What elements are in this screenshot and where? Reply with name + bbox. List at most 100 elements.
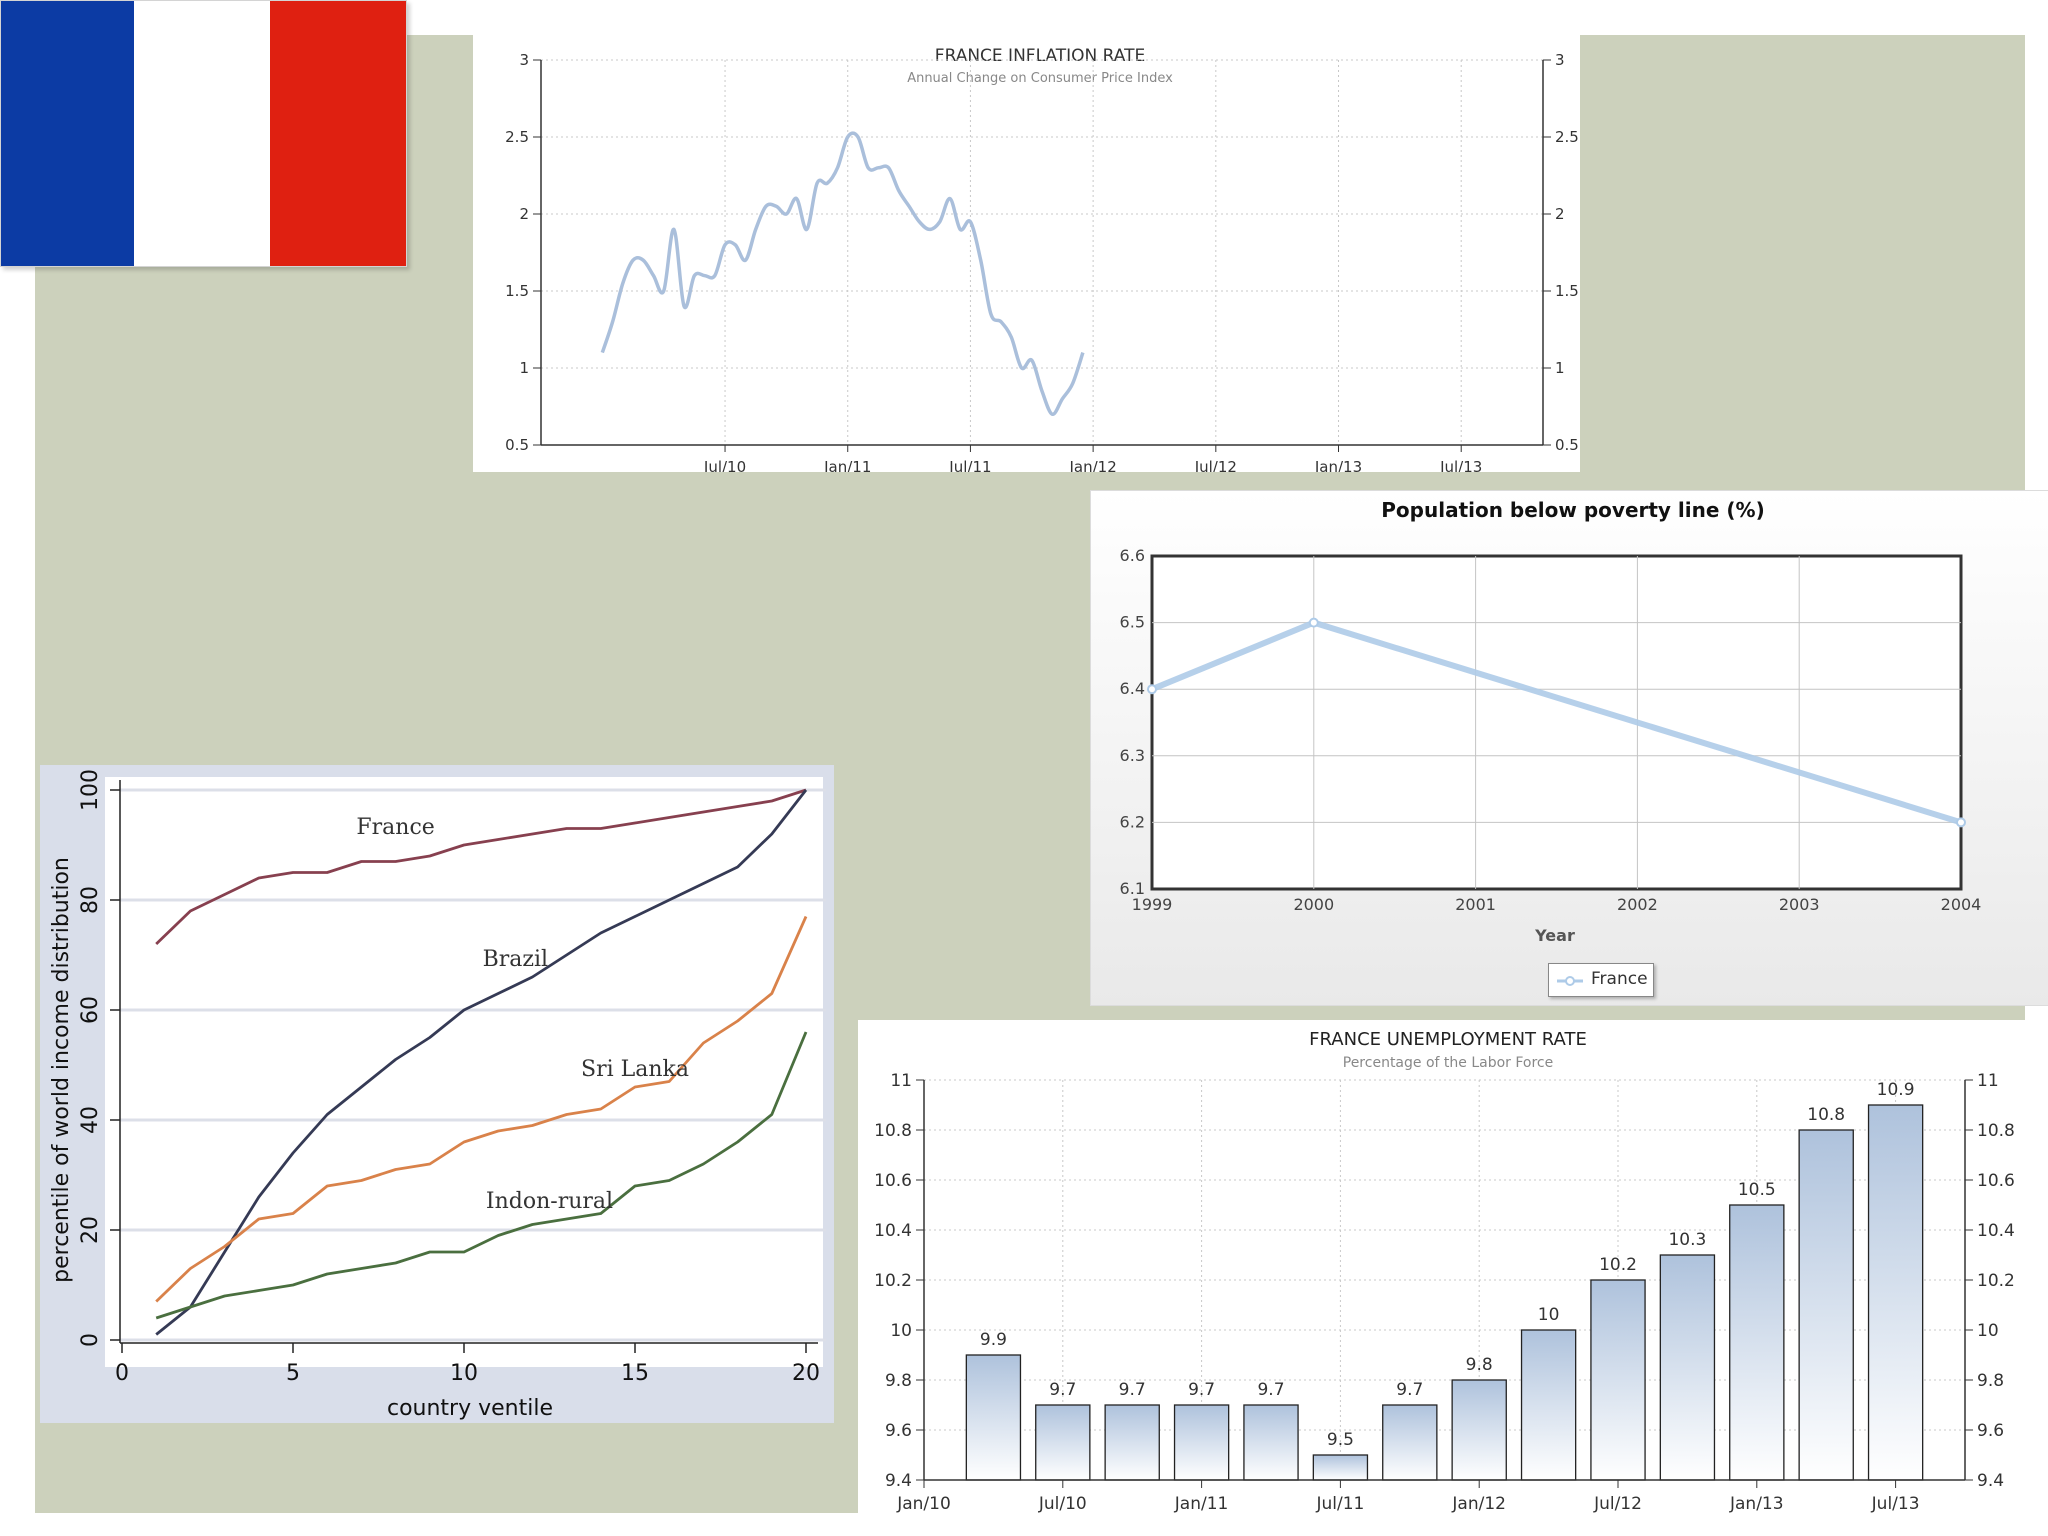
france-flag-image [0,0,407,267]
unemployment-ytick-label-right: 10.2 [1977,1271,2015,1291]
inflation-ytick-label-left: 1 [519,359,529,377]
inflation-ytick-label-right: 2 [1555,205,1565,223]
unemployment-xtick-label: Jan/13 [1729,1494,1784,1514]
unemployment-ytick-label-right: 9.8 [1977,1371,2004,1391]
unemployment-bar [1729,1204,1785,1481]
income-ylabel: percentile of world income distribution [49,857,74,1283]
income-ytick-label: 0 [78,1333,103,1347]
inflation-ytick-label-right: 1 [1555,359,1565,377]
inflation-xtick-label: Jul/12 [1194,458,1237,472]
poverty-data-point [1147,684,1157,695]
poverty-ytick-label: 6.2 [1120,812,1145,831]
unemployment-bar [1312,1454,1369,1481]
unemployment-data-label: 9.8 [1466,1355,1493,1375]
income-xtick-label: 10 [450,1361,478,1386]
unemployment-xtick-label: Jan/10 [896,1494,951,1514]
income-xtick-label: 5 [286,1361,300,1386]
income-xtick-label: 20 [792,1361,820,1386]
unemployment-ytick-label-left: 11 [890,1071,912,1091]
income-xtick-label: 15 [621,1361,649,1386]
poverty-xlabel: Year [1534,926,1575,945]
inflation-ytick-label-left: 2.5 [505,128,529,146]
inflation-xtick-label: Jan/11 [823,458,871,472]
unemployment-chart: FRANCE UNEMPLOYMENT RATE Percentage of t… [858,1020,2048,1536]
unemployment-data-label: 10.3 [1668,1230,1706,1250]
poverty-ytick-label: 6.3 [1120,746,1145,765]
income-xtick-label: 0 [115,1361,129,1386]
income-ytick-label: 100 [78,769,103,811]
inflation-xtick-label: Jul/13 [1439,458,1482,472]
unemployment-title: FRANCE UNEMPLOYMENT RATE [1309,1029,1587,1050]
unemployment-ytick-label-left: 10 [890,1321,912,1341]
inflation-subtitle: Annual Change on Consumer Price Index [907,71,1173,86]
poverty-legend: France [1548,963,1654,997]
unemployment-ytick-label-left: 10.2 [874,1271,912,1291]
inflation-ytick-label-right: 2.5 [1555,128,1579,146]
legend-label-france: France [1591,969,1648,989]
unemployment-bar [1520,1329,1577,1481]
unemployment-bar [1451,1379,1507,1481]
unemployment-ytick-label-right: 9.6 [1977,1421,2004,1441]
poverty-chart: Population below poverty line (%) 6.1 6.2… [1090,490,2048,1006]
poverty-xtick-label: 2000 [1293,895,1334,914]
unemployment-data-label: 10.2 [1599,1255,1637,1275]
income-plot-area [105,777,823,1367]
unemployment-xtick-label: Jul/10 [1038,1494,1087,1514]
income-chart-svg: France Brazil Sri Lanka Indon-rural 0 20 40 60… [49,769,826,1421]
unemployment-ytick-label-right: 10.6 [1977,1171,2015,1191]
unemployment-bar [1798,1129,1854,1481]
unemployment-data-label: 9.5 [1327,1430,1354,1450]
poverty-ytick-label: 6.6 [1120,546,1145,565]
unemployment-ytick-label-left: 9.6 [885,1421,912,1441]
unemployment-bar [1382,1404,1438,1481]
income-xlabel: country ventile [387,1396,553,1421]
income-series-label: France [356,815,434,840]
inflation-ytick-label-right: 3 [1555,51,1565,69]
unemployment-ytick-label-left: 9.4 [885,1471,912,1491]
unemployment-xtick-label: Jan/11 [1174,1494,1229,1514]
inflation-xtick-label: Jul/10 [703,458,746,472]
unemployment-data-label: 10.8 [1807,1105,1845,1125]
unemployment-ytick-label-right: 9.4 [1977,1471,2004,1491]
poverty-title: Population below poverty line (%) [1381,498,1764,522]
inflation-title: FRANCE INFLATION RATE [935,46,1145,66]
poverty-ytick-label: 6.4 [1120,679,1145,698]
poverty-xtick-label: 1999 [1132,895,1173,914]
poverty-ytick-label: 6.1 [1120,879,1145,898]
income-ytick-label: 60 [78,996,103,1024]
income-series-line [155,1031,808,1320]
income-series-line [155,915,808,1303]
legend-line-icon [1557,976,1583,986]
unemployment-ytick-label-right: 11 [1977,1071,1999,1091]
inflation-xtick-label: Jan/12 [1068,458,1116,472]
unemployment-bar [1173,1404,1230,1481]
unemployment-ytick-label-right: 10.4 [1977,1221,2015,1241]
poverty-plot-area [1150,554,1963,891]
income-series-label: Brazil [483,947,548,972]
income-series-line [155,788,807,946]
income-ytick-label: 40 [78,1106,103,1134]
poverty-xtick-label: 2004 [1941,895,1982,914]
unemployment-bar [1035,1404,1091,1481]
inflation-xtick-label: Jan/13 [1314,458,1362,472]
unemployment-ytick-label-left: 10.4 [874,1221,912,1241]
unemployment-data-label: 10.9 [1877,1080,1915,1100]
unemployment-bar [1659,1254,1716,1481]
unemployment-data-label: 9.7 [1396,1380,1423,1400]
inflation-xtick-label: Jul/11 [948,458,991,472]
unemployment-data-label: 9.7 [1119,1380,1146,1400]
inflation-chart-svg: FRANCE INFLATION RATE Annual Change on C… [505,46,1579,472]
inflation-chart: FRANCE INFLATION RATE Annual Change on C… [473,35,1580,472]
unemployment-data-label: 9.9 [980,1330,1007,1350]
income-series-line [155,789,808,1336]
poverty-xtick-label: 2002 [1617,895,1658,914]
unemployment-data-label: 9.7 [1049,1380,1076,1400]
unemployment-data-label: 10 [1538,1305,1560,1325]
inflation-ytick-label-left: 2 [519,205,529,223]
inflation-ytick-label-left: 3 [519,51,529,69]
poverty-xtick-label: 2001 [1455,895,1496,914]
unemployment-bar [965,1354,1022,1481]
income-ytick-label: 20 [78,1216,103,1244]
poverty-ytick-label: 6.5 [1120,613,1145,632]
inflation-ytick-label-right: 1.5 [1555,282,1579,300]
